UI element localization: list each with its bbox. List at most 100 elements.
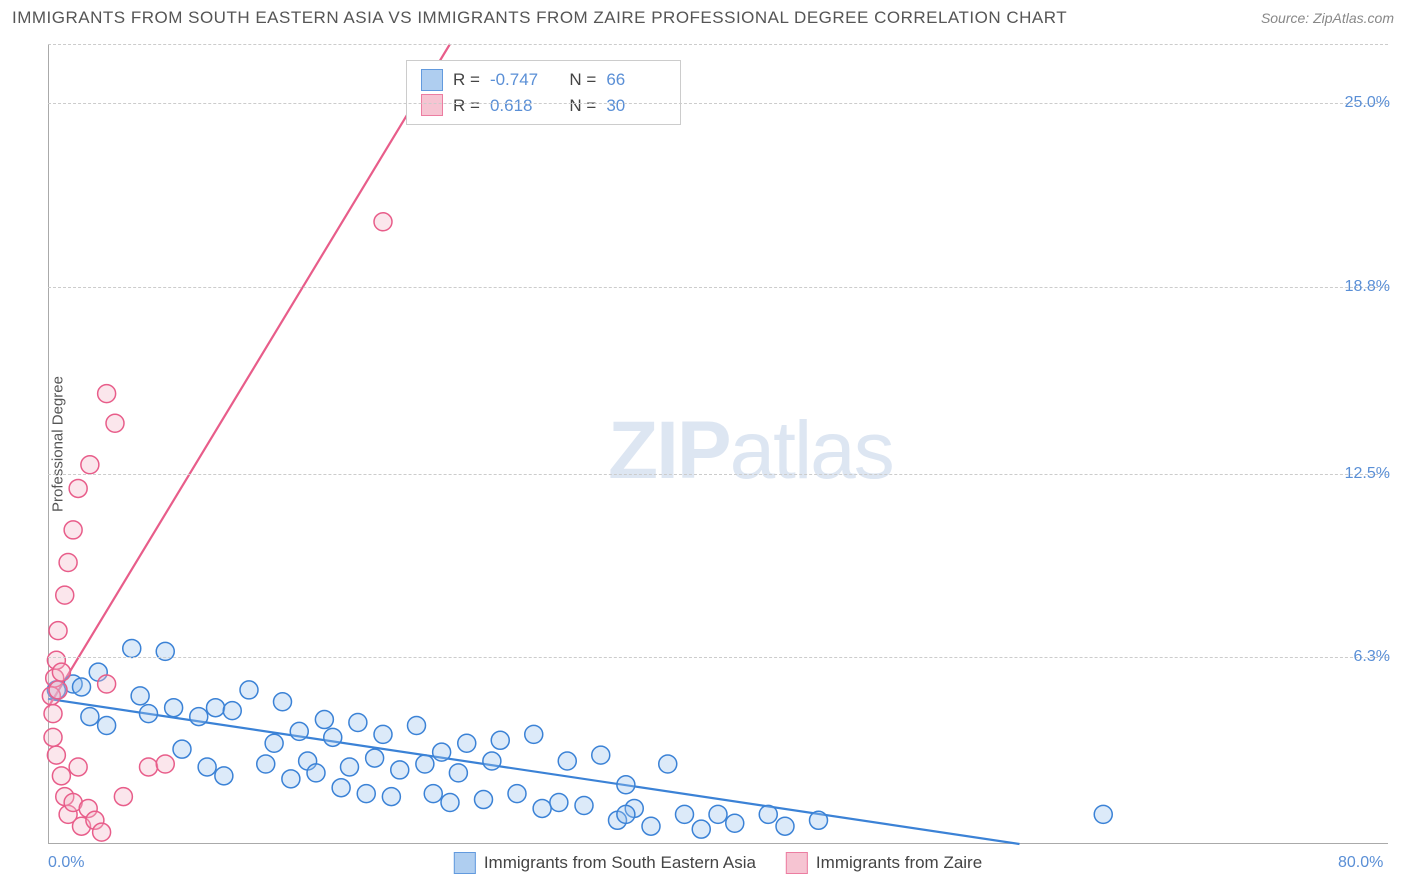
data-point [776,817,794,835]
data-point [475,791,493,809]
grid-line [48,474,1388,475]
title-bar: IMMIGRANTS FROM SOUTH EASTERN ASIA VS IM… [0,0,1406,34]
stat-row: R = -0.747 N = 66 [421,67,666,93]
legend-label: Immigrants from South Eastern Asia [484,853,756,873]
data-point [449,764,467,782]
data-point [93,823,111,841]
data-point [324,728,342,746]
data-point [416,755,434,773]
data-point [483,752,501,770]
data-point [433,743,451,761]
data-point [47,746,65,764]
stat-r-value: 0.618 [490,93,550,119]
data-point [52,663,70,681]
data-point [81,708,99,726]
data-point [676,805,694,823]
grid-line [48,657,1388,658]
stat-n-label: N = [560,93,596,119]
data-point [56,586,74,604]
data-point [44,705,62,723]
chart-title: IMMIGRANTS FROM SOUTH EASTERN ASIA VS IM… [12,8,1067,28]
legend-item: Immigrants from Zaire [786,852,982,874]
stat-n-label: N = [560,67,596,93]
data-point [240,681,258,699]
data-point [140,705,158,723]
data-point [98,716,116,734]
stat-r-value: -0.747 [490,67,550,93]
legend: Immigrants from South Eastern Asia Immigr… [454,852,982,874]
data-point [69,758,87,776]
data-point [156,755,174,773]
legend-item: Immigrants from South Eastern Asia [454,852,756,874]
data-point [131,687,149,705]
legend-swatch [454,852,476,874]
data-point [73,678,91,696]
x-tick-label: 80.0% [1338,854,1383,872]
data-point [458,734,476,752]
data-point [726,814,744,832]
data-point [49,622,67,640]
y-tick-label: 18.8% [1345,278,1390,296]
data-point [223,702,241,720]
data-point [165,699,183,717]
data-point [533,799,551,817]
data-point [592,746,610,764]
correlation-stat-box: R = -0.747 N = 66R = 0.618 N = 30 [406,60,681,125]
data-point [391,761,409,779]
data-point [140,758,158,776]
legend-swatch [786,852,808,874]
data-point [215,767,233,785]
data-point [491,731,509,749]
data-point [357,785,375,803]
stat-n-value: 66 [606,67,666,93]
x-tick-label: 0.0% [48,854,84,872]
stat-r-label: R = [453,93,480,119]
data-point [173,740,191,758]
data-point [282,770,300,788]
legend-label: Immigrants from Zaire [816,853,982,873]
data-point [709,805,727,823]
data-point [190,708,208,726]
data-point [69,479,87,497]
data-point [508,785,526,803]
y-tick-label: 6.3% [1354,648,1390,666]
data-point [98,675,116,693]
data-point [374,213,392,231]
source-label: Source: ZipAtlas.com [1261,10,1394,26]
data-point [207,699,225,717]
data-point [408,716,426,734]
data-point [692,820,710,838]
data-point [558,752,576,770]
data-point [617,776,635,794]
data-point [307,764,325,782]
data-point [59,554,77,572]
stat-r-label: R = [453,67,480,93]
grid-line [48,287,1388,288]
data-point [642,817,660,835]
grid-line [48,44,1388,45]
legend-swatch [421,69,443,91]
chart-svg [48,44,1388,844]
data-point [366,749,384,767]
data-point [759,805,777,823]
data-point [257,755,275,773]
data-point [114,788,132,806]
data-point [64,521,82,539]
data-point [349,714,367,732]
data-point [290,722,308,740]
data-point [525,725,543,743]
data-point [49,681,67,699]
data-point [1094,805,1112,823]
data-point [659,755,677,773]
trend-line [48,44,450,708]
data-point [106,414,124,432]
data-point [341,758,359,776]
data-point [617,805,635,823]
grid-line [48,103,1388,104]
data-point [810,811,828,829]
data-point [44,728,62,746]
data-point [265,734,283,752]
data-point [274,693,292,711]
data-point [315,711,333,729]
stat-row: R = 0.618 N = 30 [421,93,666,119]
